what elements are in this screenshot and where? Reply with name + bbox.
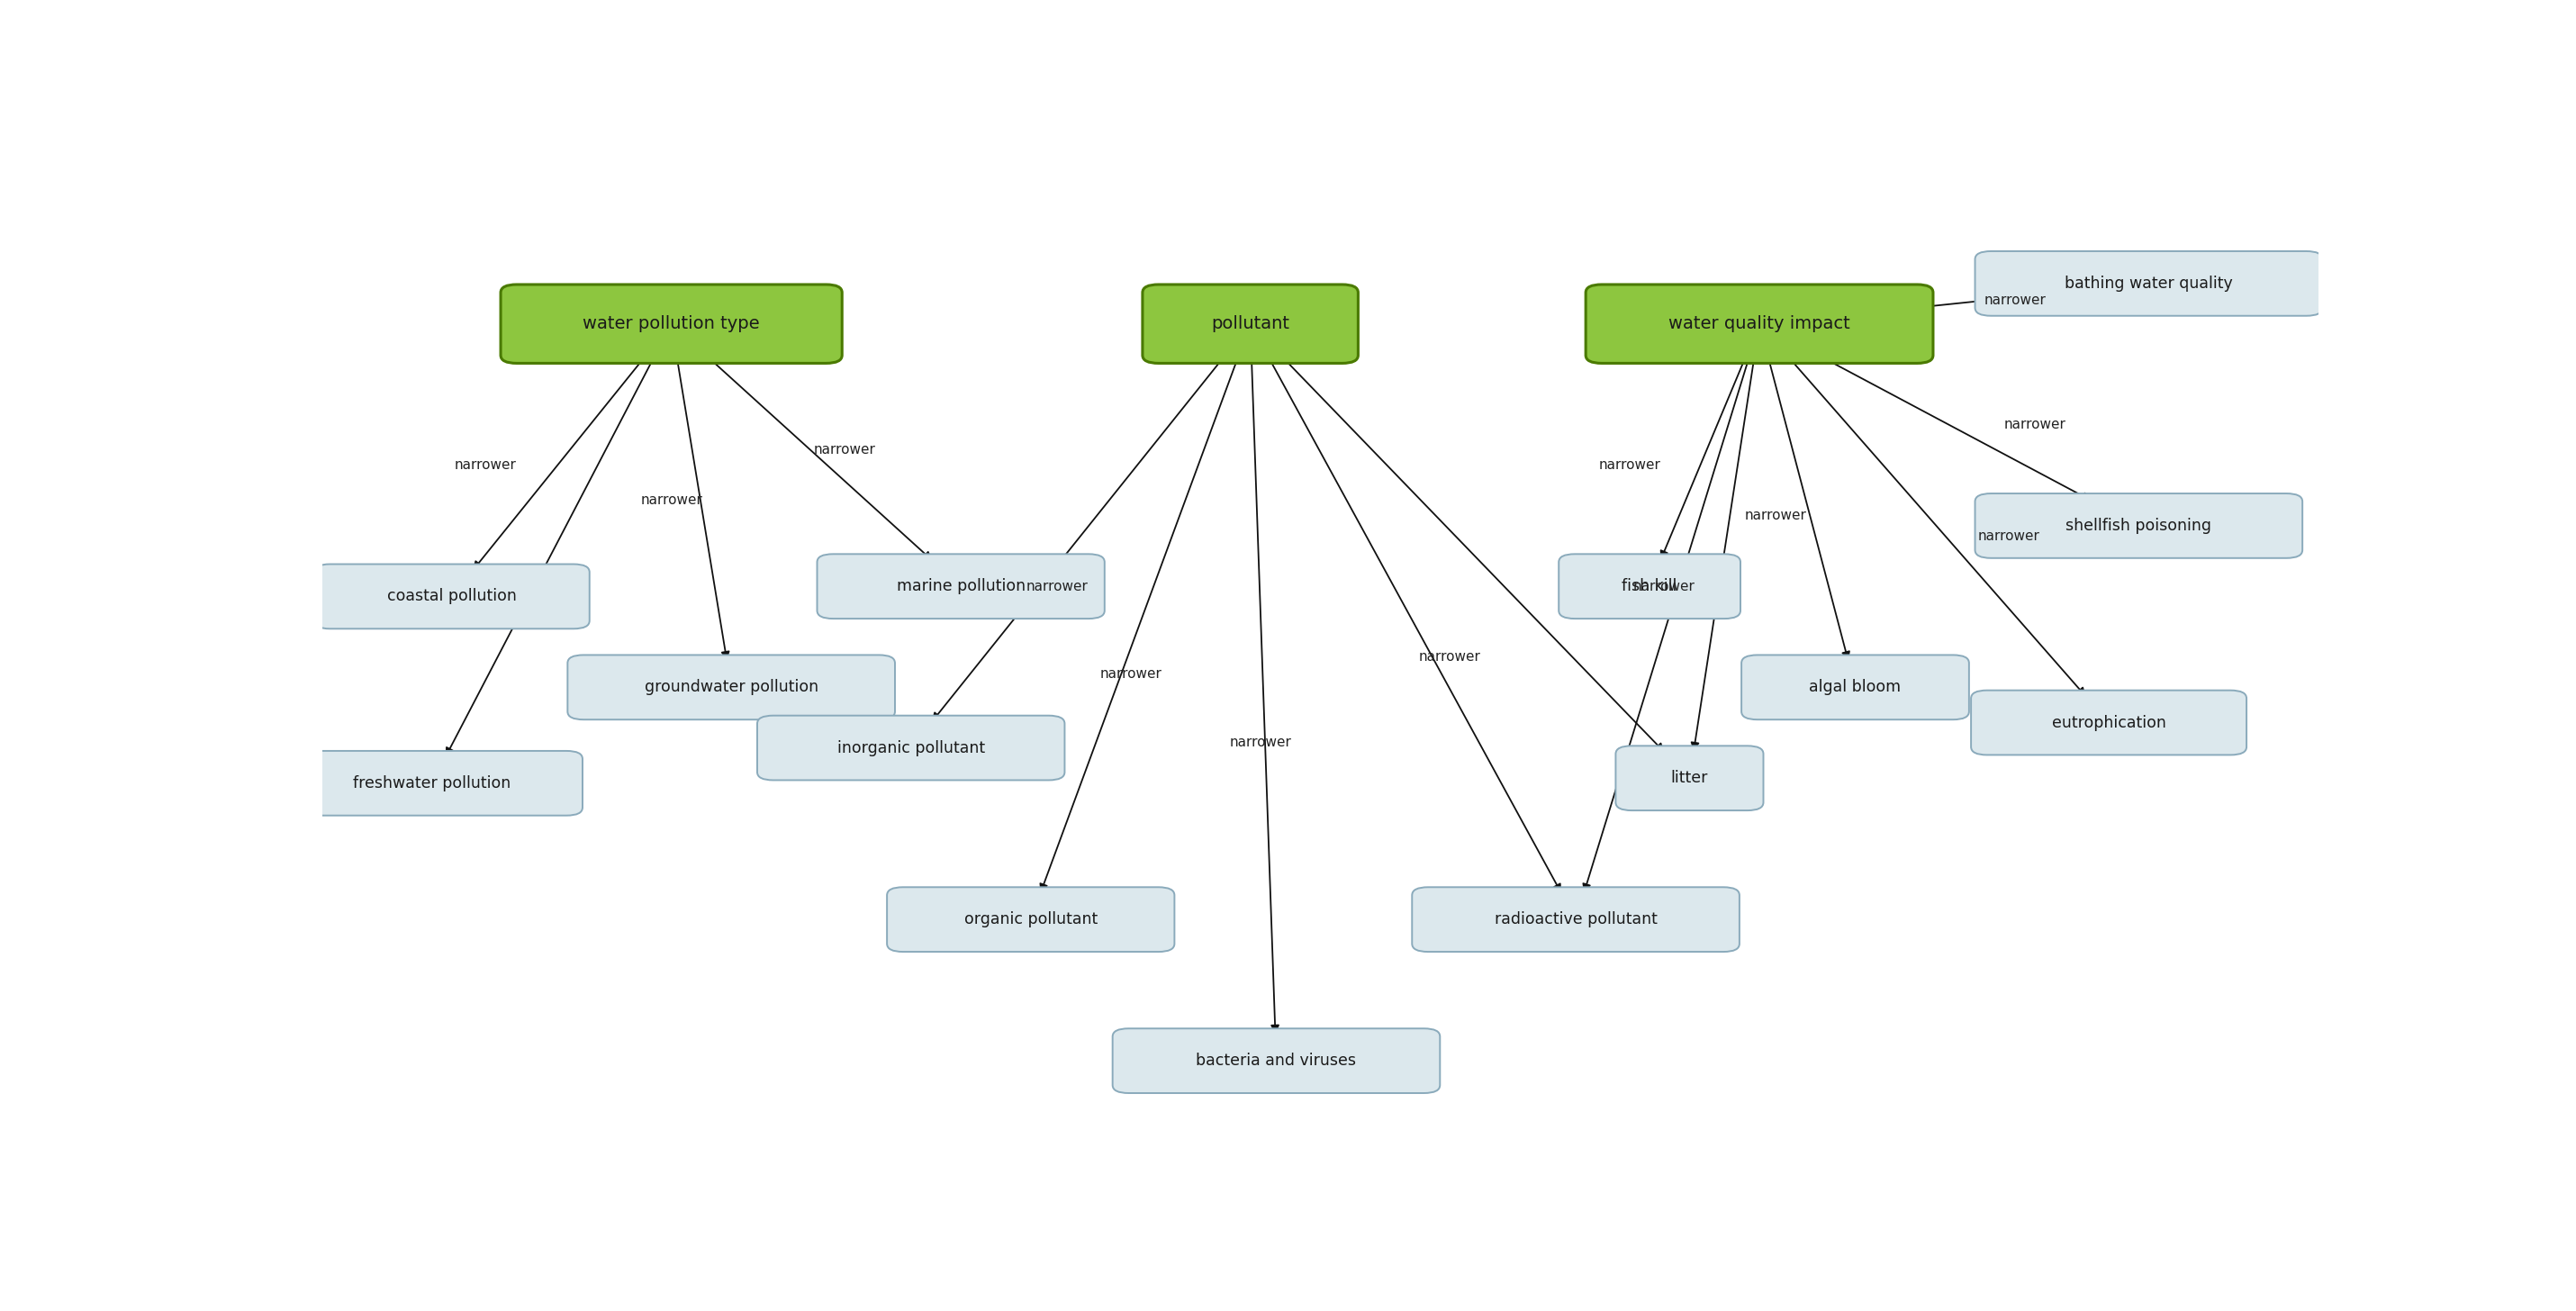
FancyBboxPatch shape [314,564,590,629]
Text: organic pollutant: organic pollutant [963,911,1097,928]
Text: narrower: narrower [1229,735,1291,750]
Text: pollutant: pollutant [1211,316,1291,333]
Text: radioactive pollutant: radioactive pollutant [1494,911,1656,928]
Text: inorganic pollutant: inorganic pollutant [837,739,984,756]
FancyBboxPatch shape [1741,656,1968,720]
Text: narrower: narrower [641,494,703,507]
Text: narrower: narrower [814,443,876,456]
FancyBboxPatch shape [817,555,1105,619]
Text: bacteria and viruses: bacteria and viruses [1195,1053,1358,1068]
FancyBboxPatch shape [1587,284,1932,363]
FancyBboxPatch shape [1976,252,2324,316]
Text: bathing water quality: bathing water quality [2063,275,2233,291]
FancyBboxPatch shape [567,656,894,720]
FancyBboxPatch shape [1113,1029,1440,1093]
Text: marine pollution: marine pollution [896,578,1025,594]
Text: narrower: narrower [1978,530,2040,543]
Text: narrower: narrower [1633,579,1695,593]
Text: narrower: narrower [456,459,518,472]
Text: shellfish poisoning: shellfish poisoning [2066,518,2213,534]
FancyBboxPatch shape [757,716,1064,780]
Text: coastal pollution: coastal pollution [386,589,518,604]
Text: narrower: narrower [1419,650,1481,663]
FancyBboxPatch shape [281,751,582,815]
Text: groundwater pollution: groundwater pollution [644,679,819,695]
FancyBboxPatch shape [1412,888,1739,952]
FancyBboxPatch shape [500,284,842,363]
Text: litter: litter [1672,770,1708,787]
Text: narrower: narrower [2004,418,2066,431]
Text: narrower: narrower [1744,509,1806,523]
Text: narrower: narrower [1984,294,2045,307]
Text: water pollution type: water pollution type [582,316,760,333]
FancyBboxPatch shape [1615,746,1765,810]
FancyBboxPatch shape [1144,284,1358,363]
Text: eutrophication: eutrophication [2050,714,2166,730]
Text: fish kill: fish kill [1623,578,1677,594]
Text: narrower: narrower [1025,579,1087,593]
Text: narrower: narrower [1100,667,1162,680]
Text: freshwater pollution: freshwater pollution [353,775,510,792]
FancyBboxPatch shape [1558,555,1741,619]
Text: algal bloom: algal bloom [1808,679,1901,695]
Text: narrower: narrower [1600,459,1662,472]
FancyBboxPatch shape [1976,493,2303,558]
Text: water quality impact: water quality impact [1669,316,1850,333]
FancyBboxPatch shape [1971,691,2246,755]
FancyBboxPatch shape [886,888,1175,952]
